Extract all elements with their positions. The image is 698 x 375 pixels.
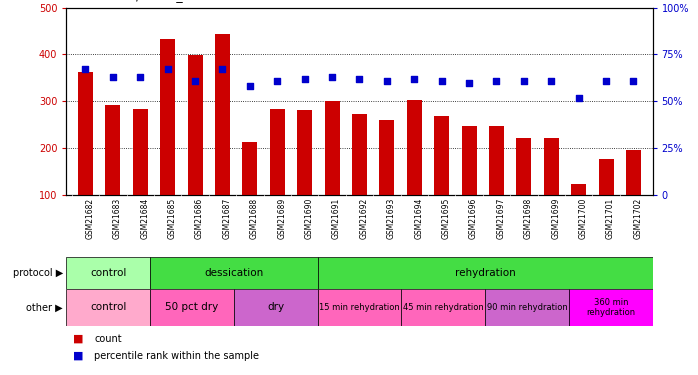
Text: rehydration: rehydration bbox=[454, 268, 516, 278]
Text: protocol ▶: protocol ▶ bbox=[13, 268, 63, 278]
Text: percentile rank within the sample: percentile rank within the sample bbox=[94, 351, 259, 361]
Text: GSM21683: GSM21683 bbox=[113, 198, 122, 239]
Point bbox=[491, 78, 502, 84]
Text: GSM21690: GSM21690 bbox=[304, 198, 313, 240]
Text: GSM21698: GSM21698 bbox=[524, 198, 533, 239]
Point bbox=[162, 66, 173, 72]
Text: GSM21691: GSM21691 bbox=[332, 198, 341, 239]
Text: GSM21689: GSM21689 bbox=[277, 198, 286, 239]
Bar bbox=[379, 120, 394, 195]
Bar bbox=[234, 289, 318, 326]
Point bbox=[217, 66, 228, 72]
Point bbox=[381, 78, 392, 84]
Text: 90 min rehydration: 90 min rehydration bbox=[487, 303, 567, 312]
Point bbox=[546, 78, 557, 84]
Text: dry: dry bbox=[267, 303, 284, 312]
Point bbox=[327, 74, 338, 80]
Text: GSM21699: GSM21699 bbox=[551, 198, 560, 240]
Text: GSM21696: GSM21696 bbox=[469, 198, 478, 240]
Text: 50 pct dry: 50 pct dry bbox=[165, 303, 218, 312]
Text: ■: ■ bbox=[73, 351, 84, 361]
Point bbox=[272, 78, 283, 84]
Bar bbox=[150, 289, 234, 326]
Bar bbox=[401, 289, 485, 326]
Text: 15 min rehydration: 15 min rehydration bbox=[319, 303, 400, 312]
Bar bbox=[66, 289, 150, 326]
Text: dessication: dessication bbox=[205, 268, 263, 278]
Point bbox=[299, 76, 310, 82]
Text: GSM21697: GSM21697 bbox=[496, 198, 505, 240]
Bar bbox=[325, 101, 340, 195]
Text: GSM21684: GSM21684 bbox=[140, 198, 149, 239]
Text: 45 min rehydration: 45 min rehydration bbox=[403, 303, 484, 312]
Bar bbox=[150, 257, 318, 289]
Text: control: control bbox=[90, 303, 126, 312]
Bar bbox=[242, 142, 258, 195]
Point bbox=[436, 78, 447, 84]
Bar bbox=[485, 289, 569, 326]
Bar bbox=[66, 257, 150, 289]
Bar bbox=[318, 289, 401, 326]
Text: GSM21687: GSM21687 bbox=[223, 198, 232, 239]
Bar bbox=[297, 110, 312, 195]
Bar bbox=[569, 289, 653, 326]
Point bbox=[354, 76, 365, 82]
Bar bbox=[133, 109, 148, 195]
Text: GSM21695: GSM21695 bbox=[442, 198, 451, 240]
Bar bbox=[407, 100, 422, 195]
Text: ■: ■ bbox=[73, 334, 84, 344]
Point bbox=[463, 80, 475, 86]
Bar bbox=[215, 34, 230, 195]
Text: GSM21694: GSM21694 bbox=[415, 198, 423, 240]
Bar bbox=[461, 126, 477, 195]
Bar bbox=[598, 159, 614, 195]
Point bbox=[409, 76, 420, 82]
Text: GSM21688: GSM21688 bbox=[250, 198, 259, 239]
Bar bbox=[105, 105, 121, 195]
Text: control: control bbox=[90, 268, 126, 278]
Text: GSM21693: GSM21693 bbox=[387, 198, 396, 240]
Text: count: count bbox=[94, 334, 122, 344]
Bar bbox=[78, 72, 93, 195]
Bar bbox=[489, 126, 504, 195]
Bar bbox=[434, 116, 450, 195]
Text: 360 min
rehydration: 360 min rehydration bbox=[586, 298, 635, 317]
Point bbox=[600, 78, 611, 84]
Text: GSM21702: GSM21702 bbox=[634, 198, 642, 239]
Bar bbox=[318, 257, 653, 289]
Point bbox=[135, 74, 146, 80]
Point bbox=[573, 94, 584, 100]
Point bbox=[519, 78, 530, 84]
Bar bbox=[517, 138, 531, 195]
Bar bbox=[544, 138, 559, 195]
Text: GSM21700: GSM21700 bbox=[579, 198, 588, 240]
Bar bbox=[188, 56, 202, 195]
Text: GDS2715 / 5758_at: GDS2715 / 5758_at bbox=[73, 0, 195, 2]
Text: other ▶: other ▶ bbox=[27, 303, 63, 312]
Text: GSM21682: GSM21682 bbox=[85, 198, 94, 239]
Text: GSM21685: GSM21685 bbox=[168, 198, 177, 239]
Bar bbox=[160, 39, 175, 195]
Bar bbox=[352, 114, 367, 195]
Text: GSM21692: GSM21692 bbox=[359, 198, 369, 239]
Point bbox=[107, 74, 119, 80]
Bar bbox=[626, 150, 641, 195]
Point bbox=[628, 78, 639, 84]
Text: GSM21686: GSM21686 bbox=[195, 198, 204, 239]
Point bbox=[80, 66, 91, 72]
Point bbox=[244, 83, 255, 89]
Point bbox=[189, 78, 200, 84]
Bar bbox=[571, 184, 586, 195]
Text: GSM21701: GSM21701 bbox=[606, 198, 615, 239]
Bar bbox=[269, 109, 285, 195]
